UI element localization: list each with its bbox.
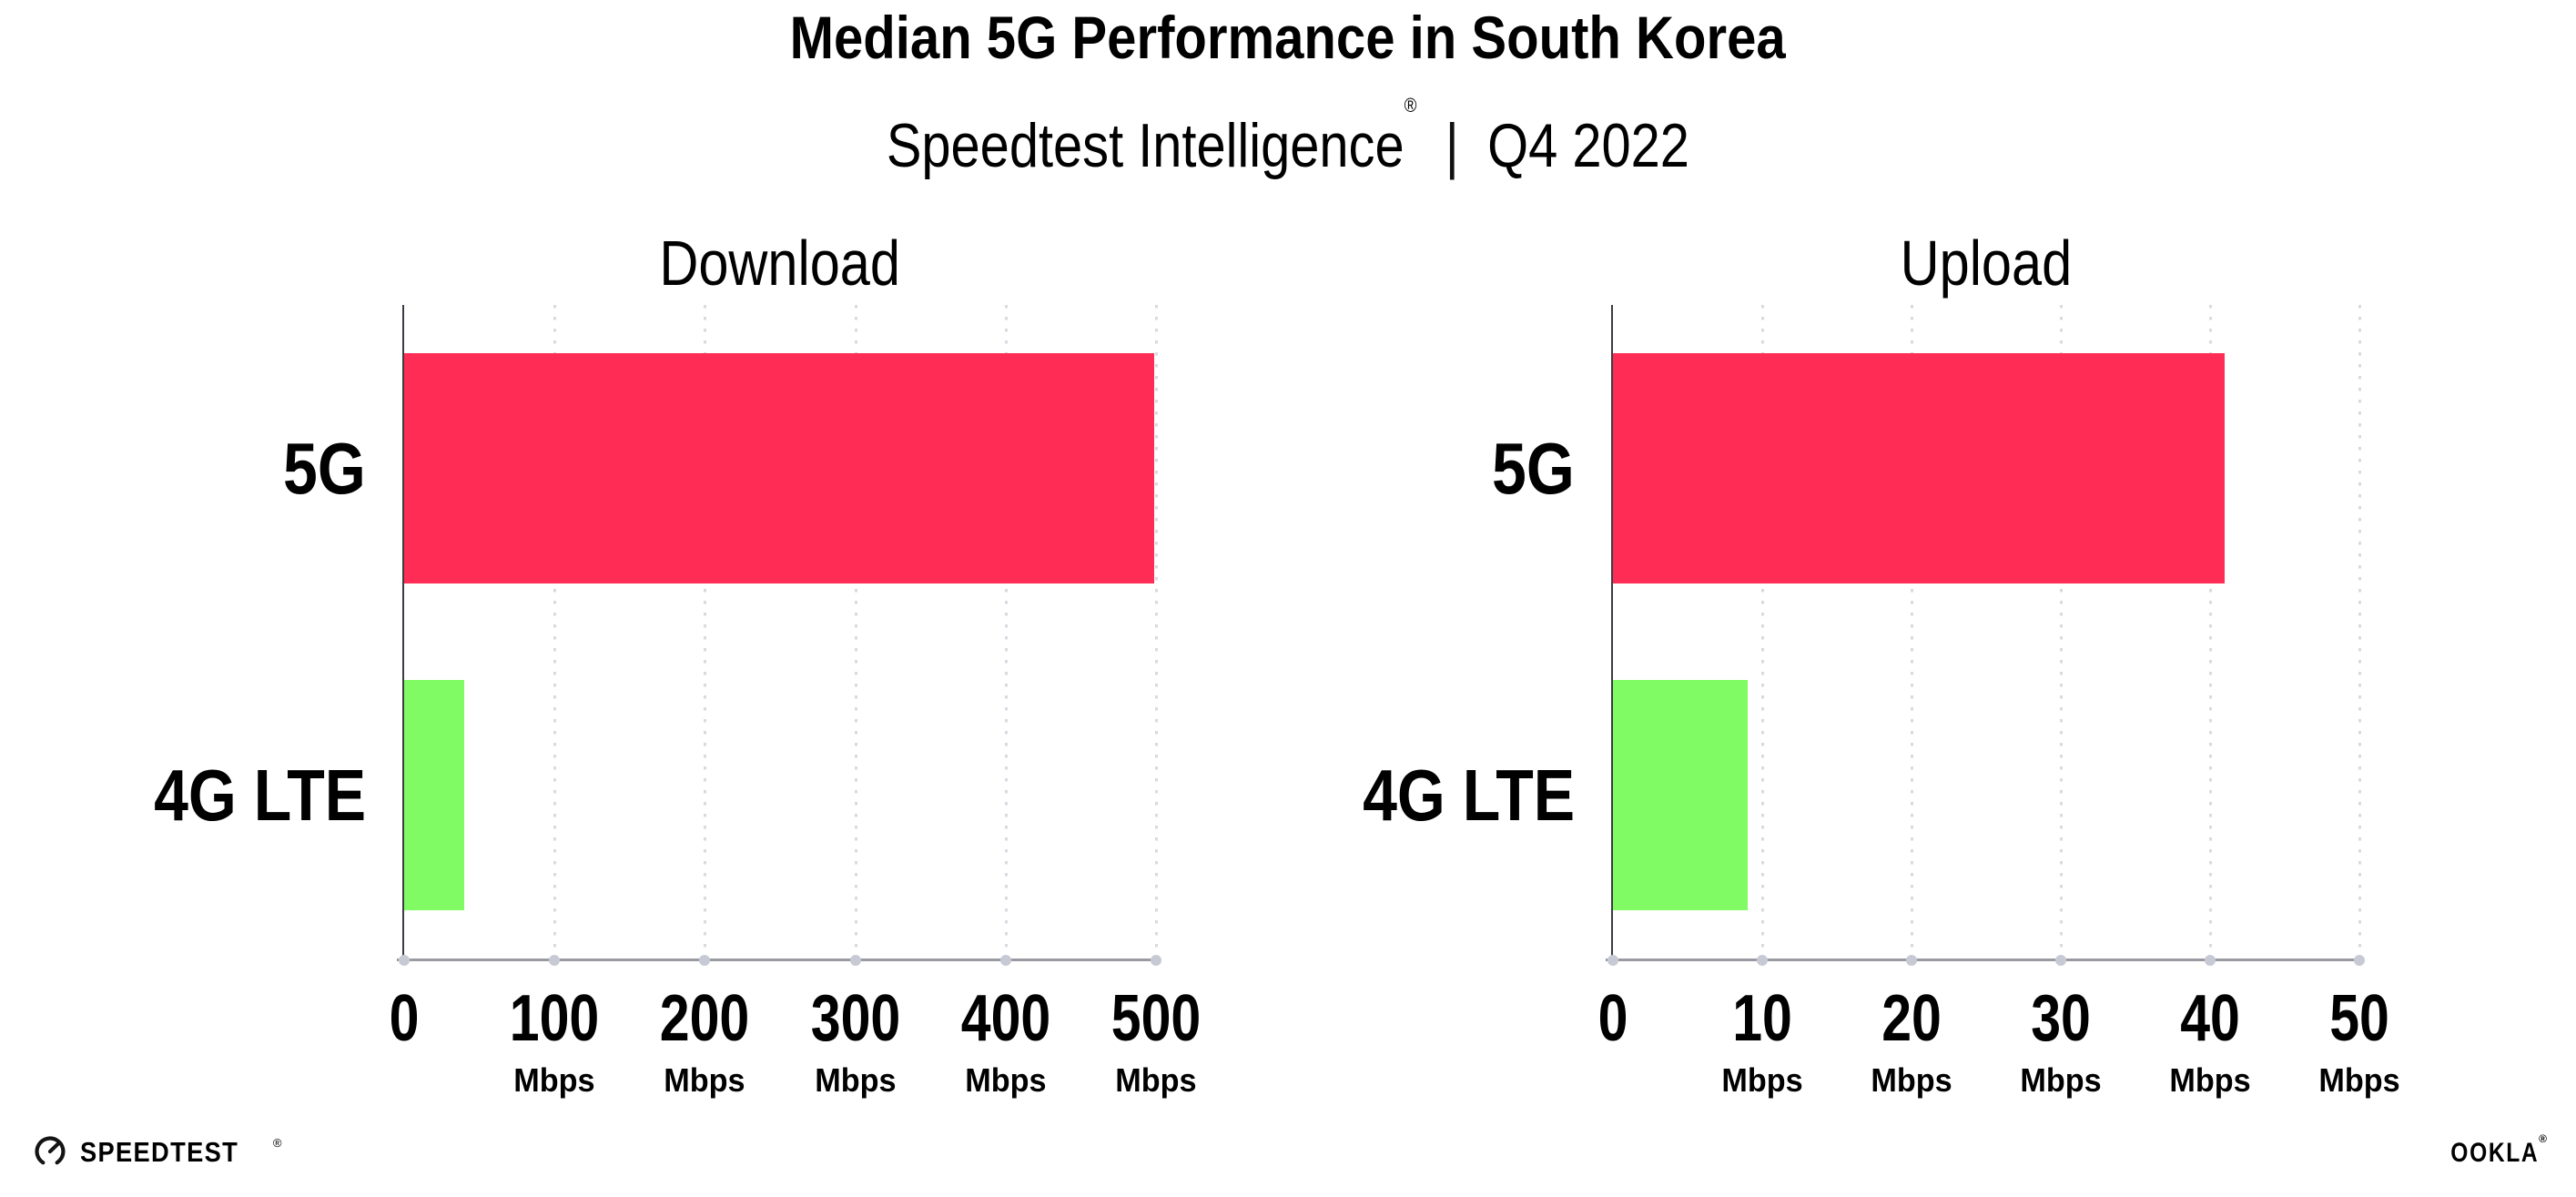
x-axis-line (1606, 959, 2359, 961)
gridline (704, 305, 707, 959)
bar-4g-lte (1613, 680, 1748, 910)
axis-tick-dot (1757, 955, 1768, 966)
category-label-5g: 5G (283, 427, 366, 509)
page-title: Median 5G Performance in South Korea (789, 4, 1787, 71)
axis-tick-dot (699, 955, 711, 966)
gridline (1761, 305, 1764, 959)
gridline (1911, 305, 1913, 959)
bar-5g (404, 353, 1155, 583)
gridline (2060, 305, 2063, 959)
axis-tick-dot (399, 955, 410, 966)
axis-tick-dot (2354, 955, 2365, 966)
unit-label: Mbps (965, 1061, 1047, 1099)
unit-label: Mbps (814, 1061, 897, 1099)
bar-4g-lte (404, 680, 465, 910)
registered-trademark-symbol: ® (272, 1135, 282, 1150)
x-tick-label: 10 Mbps (1719, 986, 1805, 1097)
axis-tick-dot (1607, 955, 1618, 966)
category-label-4g-lte: 4G LTE (1363, 754, 1575, 836)
ookla-logo: OOKLA® (2431, 1133, 2549, 1168)
x-tick-label: 40 Mbps (2167, 986, 2253, 1097)
download-chart-title: Download (659, 228, 901, 299)
unit-label: Mbps (1721, 1061, 1803, 1099)
axis-tick-dot (549, 955, 561, 966)
axis-tick-dot (2205, 955, 2216, 966)
gridline (2358, 305, 2361, 959)
x-tick-label: 200 Mbps (650, 986, 759, 1097)
unit-label: Mbps (1871, 1061, 1952, 1099)
y-axis-line (402, 305, 404, 959)
subtitle-brand: Speedtest Intelligence (886, 111, 1405, 180)
x-tick-label: 30 Mbps (2018, 986, 2104, 1097)
registered-trademark-symbol: ® (2539, 1132, 2549, 1145)
ookla-wordmark: OOKLA (2450, 1138, 2540, 1168)
download-chart: Download 5G 4G LTE 0 100 Mbps 200 Mbps 300 Mbps… (154, 228, 1202, 1138)
upload-x-tick-labels: 0 10 Mbps 20 Mbps 30 Mbps 40 Mbps 50 Mbps (1598, 959, 2400, 1122)
gridline (1004, 305, 1008, 959)
download-plot-area: 5G 4G LTE (154, 305, 1161, 966)
bar-5g (1613, 353, 2226, 583)
x-tick-label: 100 Mbps (500, 986, 609, 1097)
page-subtitle: Speedtest Intelligence® | Q4 2022 (0, 96, 2576, 177)
axis-tick-dot (1151, 955, 1161, 966)
category-label-4g-lte: 4G LTE (154, 754, 366, 836)
y-axis-line (1611, 305, 1613, 959)
upload-chart-title: Upload (1900, 228, 2073, 299)
upload-chart: Upload 5G 4G LTE 0 10 Mbps 20 Mbps 30 Mbps 40 Mbp… (1363, 228, 2400, 1138)
x-tick-label: 400 Mbps (951, 986, 1060, 1097)
unit-label: Mbps (664, 1061, 746, 1099)
gridline (553, 305, 557, 959)
unit-label: Mbps (2318, 1061, 2400, 1099)
category-label-5g: 5G (1492, 427, 1575, 509)
axis-tick-dot (849, 955, 861, 966)
unit-label: Mbps (2169, 1061, 2251, 1099)
download-x-tick-labels: 0 100 Mbps 200 Mbps 300 Mbps 400 Mbps 500 Mbps (390, 959, 1202, 1122)
gridline (2209, 305, 2212, 959)
axis-tick-dot (2055, 955, 2066, 966)
axis-tick-dot (999, 955, 1011, 966)
unit-label: Mbps (1115, 1061, 1197, 1099)
subtitle-period: Q4 2022 (1487, 111, 1690, 180)
unit-label: Mbps (513, 1061, 595, 1099)
x-tick-label: 0 (1597, 982, 1628, 1055)
x-tick-label: 500 Mbps (1101, 986, 1211, 1097)
upload-plot-area: 5G 4G LTE (1363, 305, 2365, 966)
registered-trademark-symbol: ® (1404, 94, 1417, 117)
speedtest-logo: SPEEDTEST ® (33, 1134, 281, 1169)
x-tick-label: 20 Mbps (1869, 986, 1954, 1097)
gridline (854, 305, 857, 959)
unit-label: Mbps (2020, 1061, 2102, 1099)
subtitle-separator: | (1445, 111, 1459, 180)
x-tick-label: 300 Mbps (801, 986, 910, 1097)
speedtest-wordmark: SPEEDTEST (80, 1135, 239, 1168)
gauge-icon (35, 1136, 66, 1167)
x-tick-label: 50 Mbps (2317, 986, 2402, 1097)
axis-tick-dot (1906, 955, 1917, 966)
x-axis-line (397, 959, 1156, 961)
x-tick-label: 0 (389, 982, 420, 1055)
gridline (1155, 305, 1158, 959)
